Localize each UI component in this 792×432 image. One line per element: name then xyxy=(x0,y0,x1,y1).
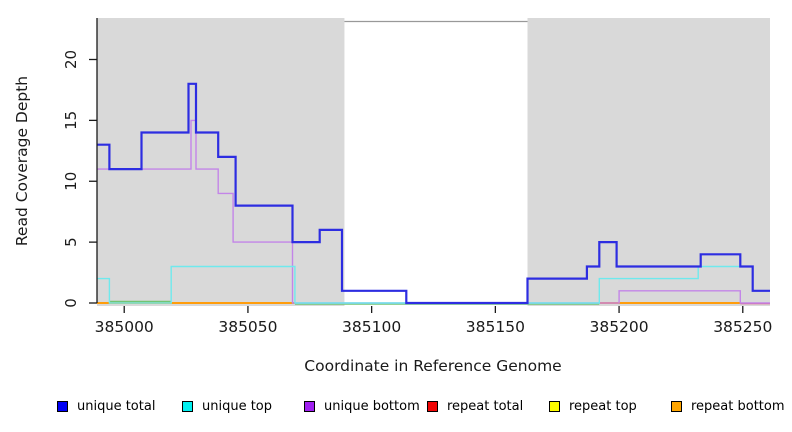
legend-item-repeat-total: repeat total xyxy=(427,397,523,415)
shaded-region xyxy=(97,18,345,306)
x-tick-label: 385250 xyxy=(713,318,772,336)
legend-item-repeat-bottom: repeat bottom xyxy=(671,397,785,415)
legend: unique total unique top unique bottom repea… xyxy=(0,397,792,419)
legend-label: repeat bottom xyxy=(691,398,785,414)
x-tick-label: 385200 xyxy=(589,318,648,336)
legend-swatch-icon xyxy=(427,400,438,412)
plot-svg: 0 5 10 15 20 385000 385050 385100 385150 385200 38… xyxy=(13,18,772,375)
x-tick-label: 385050 xyxy=(218,318,277,336)
legend-swatch-icon xyxy=(304,400,315,412)
legend-item-unique-bottom: unique bottom xyxy=(304,397,420,415)
x-tick-label: 385150 xyxy=(466,318,525,336)
x-axis-title: Coordinate in Reference Genome xyxy=(304,357,561,375)
legend-item-repeat-top: repeat top xyxy=(549,397,637,415)
legend-item-unique-top: unique top xyxy=(182,397,272,415)
legend-label: unique total xyxy=(77,398,156,414)
shaded-region xyxy=(527,18,770,306)
y-axis-title: Read Coverage Depth xyxy=(13,76,31,246)
y-tick-label: 5 xyxy=(62,237,80,247)
legend-swatch-icon xyxy=(671,400,682,412)
legend-swatch-icon xyxy=(57,400,68,412)
legend-swatch-icon xyxy=(549,400,560,412)
shaded-regions xyxy=(97,18,770,306)
legend-label: unique bottom xyxy=(324,398,420,414)
y-tick-label: 20 xyxy=(62,50,80,69)
y-tick-label: 10 xyxy=(62,172,80,191)
legend-item-unique-total: unique total xyxy=(57,397,155,415)
series-line-unique-total xyxy=(97,82,770,305)
y-tick-label: 0 xyxy=(62,298,80,308)
x-tick-label: 385100 xyxy=(342,318,401,336)
legend-label: repeat total xyxy=(447,398,524,414)
series-line-unique-bottom xyxy=(97,119,770,304)
axes-and-ticks: 0 5 10 15 20 385000 385050 385100 385150 385200 38… xyxy=(62,18,772,336)
series-step-lines xyxy=(97,82,770,305)
legend-label: repeat top xyxy=(569,398,637,414)
legend-label: unique top xyxy=(202,398,273,414)
x-tick-label: 385000 xyxy=(95,318,154,336)
y-tick-label: 15 xyxy=(62,111,80,130)
legend-swatch-icon xyxy=(182,400,193,412)
